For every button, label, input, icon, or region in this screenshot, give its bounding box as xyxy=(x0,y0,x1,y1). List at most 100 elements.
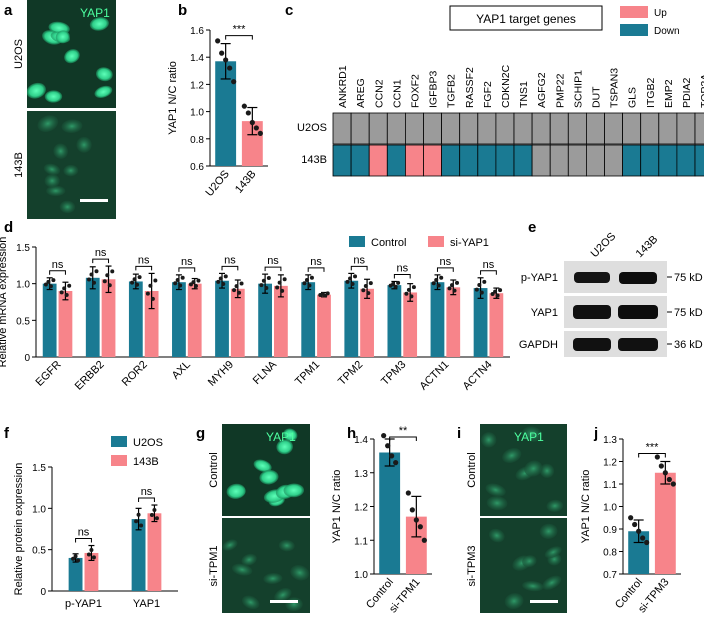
data-point xyxy=(280,288,285,293)
nucleus xyxy=(55,30,70,44)
gene-label: TNS1 xyxy=(518,81,530,108)
panel-label-j: j xyxy=(594,425,599,442)
data-point xyxy=(404,291,409,296)
legend-up-swatch xyxy=(620,6,648,18)
cell-u2os xyxy=(368,112,388,145)
data-point xyxy=(153,278,158,283)
y-tick-label: 0 xyxy=(24,353,30,364)
x-tick-label: TPM1 xyxy=(293,359,322,388)
bar-control-tpm2 xyxy=(344,280,359,357)
data-point xyxy=(249,119,255,126)
nucleus xyxy=(53,143,69,159)
data-point xyxy=(253,125,259,131)
data-point xyxy=(436,283,441,288)
significance-bracket xyxy=(178,267,196,272)
cell-143b xyxy=(459,144,479,177)
bar-si-yap1-erbb2 xyxy=(101,279,116,357)
band-label-gapdh: GAPDH xyxy=(519,339,558,351)
data-point xyxy=(275,285,280,290)
nucleus xyxy=(241,595,260,610)
cell-143b xyxy=(586,144,605,177)
y-tick-label: 1.5 xyxy=(16,243,30,254)
significance-label: ns xyxy=(141,486,153,498)
data-point xyxy=(231,79,237,85)
band-gapdh-143b xyxy=(618,338,658,351)
panel-label-h: h xyxy=(347,425,357,442)
data-point xyxy=(107,283,112,288)
nucleus xyxy=(222,539,238,551)
heatmap-title-box xyxy=(449,5,603,31)
data-point xyxy=(51,278,56,283)
legend-swatch-si-yap1 xyxy=(428,236,444,247)
data-point xyxy=(368,281,373,286)
significance-label: ns xyxy=(224,254,236,266)
data-point xyxy=(474,287,479,292)
data-point xyxy=(221,282,226,287)
significance-label: ns xyxy=(440,256,452,268)
data-point xyxy=(385,443,391,449)
nucleus xyxy=(253,459,272,473)
y-tick-label: 0.5 xyxy=(16,316,30,327)
cell-143b xyxy=(658,144,678,177)
cell-143b xyxy=(495,144,515,177)
data-point xyxy=(391,282,396,287)
y-tick-label: 1.0 xyxy=(190,108,204,119)
gene-label: FOXF2 xyxy=(409,74,421,108)
data-point xyxy=(479,290,484,295)
data-point xyxy=(239,281,244,286)
cell-143b xyxy=(441,144,461,177)
data-point xyxy=(148,283,153,288)
cell-u2os xyxy=(350,112,370,145)
data-point xyxy=(216,279,221,284)
band-yap1-u2os xyxy=(573,305,611,319)
y-axis-title: YAP1 N/C ratio xyxy=(167,61,179,135)
bar-control-ror2 xyxy=(128,281,143,357)
legend-down-swatch xyxy=(620,24,648,36)
significance-label: ns xyxy=(267,255,279,267)
bar-control-tpm3 xyxy=(387,285,402,357)
bar-control-flna xyxy=(258,283,272,357)
heatmap-row-u2os: U2OS xyxy=(297,122,327,134)
data-point xyxy=(241,103,247,109)
data-point xyxy=(59,290,64,295)
data-point xyxy=(455,280,460,285)
data-point xyxy=(62,286,67,291)
scale-bar xyxy=(530,600,558,603)
significance-bracket xyxy=(389,436,417,441)
cell-143b xyxy=(423,144,443,177)
bar-u2os xyxy=(215,61,237,166)
bar-control xyxy=(379,452,401,574)
data-point xyxy=(132,277,137,282)
bar-control-axl xyxy=(172,282,186,357)
x-tick-label: TPM3 xyxy=(379,359,408,388)
data-point xyxy=(666,476,672,483)
data-point xyxy=(149,512,154,517)
micro-i-stain: YAP1 xyxy=(514,430,544,444)
data-point xyxy=(662,470,668,476)
cell-143b xyxy=(368,144,388,177)
x-tick-label: EGFR xyxy=(34,359,64,389)
bar-si-yap1-actn4 xyxy=(489,293,504,357)
nucleus xyxy=(278,539,295,552)
bar-control-tpm1 xyxy=(301,282,316,357)
legend-swatch-143b xyxy=(111,455,127,466)
data-point xyxy=(409,294,414,299)
micro-g: YAP1 Control si-TPM1 xyxy=(208,424,310,613)
significance-label: ns xyxy=(310,256,322,268)
nucleus xyxy=(44,174,60,188)
heatmap-row-143b: 143B xyxy=(301,154,327,166)
cell-u2os xyxy=(694,112,704,145)
data-point xyxy=(640,535,646,541)
data-point xyxy=(145,291,150,296)
gene-label: EMP2 xyxy=(663,79,675,108)
data-point xyxy=(261,278,266,283)
nucleus xyxy=(274,587,292,602)
cell-u2os xyxy=(622,112,642,145)
nucleus xyxy=(522,580,544,592)
lane-u2os: U2OS xyxy=(589,230,619,260)
bar-si-yap1-actn1 xyxy=(446,287,461,357)
x-tick-label: AXL xyxy=(170,359,193,382)
y-tick-label: 1.2 xyxy=(603,458,617,469)
bar-si-yap1-egfr xyxy=(58,291,73,357)
